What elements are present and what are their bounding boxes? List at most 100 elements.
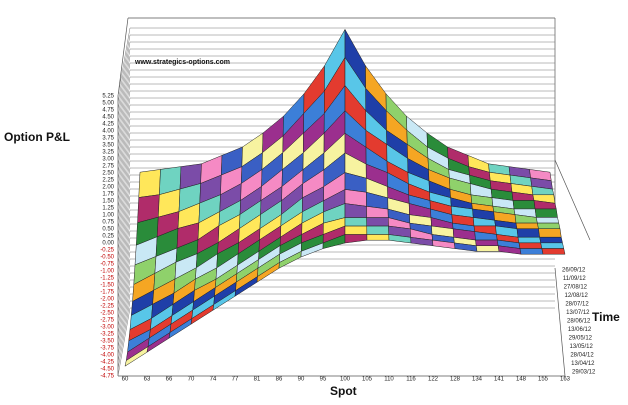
z-tick-label: 29/05/12 xyxy=(569,336,593,342)
surface-cell xyxy=(517,236,542,244)
grid-line xyxy=(117,104,555,174)
wall-edge xyxy=(554,159,591,241)
surface-cell xyxy=(344,217,368,227)
x-tick-label: 60 xyxy=(122,377,129,383)
surface-cell xyxy=(541,248,566,255)
surface-cell xyxy=(534,208,558,218)
surface-cell xyxy=(516,228,540,238)
grid-line xyxy=(117,286,555,356)
y-tick-label: -4.75 xyxy=(100,374,114,380)
y-tick-label: 5.00 xyxy=(102,101,114,107)
y-axis-title: Option P&L xyxy=(4,130,70,144)
grid-line xyxy=(117,34,555,104)
grid-line xyxy=(117,111,555,181)
y-tick-label: -1.75 xyxy=(100,290,114,296)
y-tick-label: 4.00 xyxy=(102,129,114,135)
y-tick-label: 3.75 xyxy=(102,136,114,142)
y-tick-label: 2.75 xyxy=(102,164,114,170)
x-tick-label: 74 xyxy=(210,377,217,383)
y-tick-label: -0.75 xyxy=(100,262,114,268)
y-tick-label: -3.75 xyxy=(100,346,114,352)
x-tick-label: 163 xyxy=(560,377,571,383)
y-tick-label: -1.25 xyxy=(100,276,114,282)
y-tick-label: 0.00 xyxy=(102,241,114,247)
x-tick-label: 66 xyxy=(166,377,173,383)
z-tick-label: 13/06/12 xyxy=(568,327,592,333)
grid-line xyxy=(117,62,555,132)
y-tick-label: 2.25 xyxy=(102,178,114,184)
x-tick-label: 148 xyxy=(516,377,527,383)
z-tick-label: 12/08/12 xyxy=(565,293,589,299)
y-tick-label: 4.75 xyxy=(102,108,114,114)
labels: 5.255.004.754.504.254.003.753.503.253.00… xyxy=(100,94,596,383)
x-tick-label: 86 xyxy=(276,377,283,383)
walls xyxy=(117,17,591,377)
y-tick-label: 2.50 xyxy=(102,171,114,177)
y-tick-label: -0.50 xyxy=(100,255,114,261)
surface-cell xyxy=(475,245,500,252)
x-tick-label: 105 xyxy=(362,377,373,383)
y-tick-label: 1.00 xyxy=(102,213,114,219)
y-tick-label: -2.75 xyxy=(100,318,114,324)
y-tick-label: 4.50 xyxy=(102,115,114,121)
surface-cell xyxy=(512,200,536,210)
z-tick-label: 29/03/12 xyxy=(572,370,596,376)
wall-edge xyxy=(117,17,129,97)
x-tick-label: 95 xyxy=(320,377,327,383)
x-tick-label: 116 xyxy=(406,377,416,383)
y-tick-label: -4.50 xyxy=(100,367,114,373)
x-tick-label: 141 xyxy=(494,377,505,383)
y-tick-label: -2.25 xyxy=(100,304,114,310)
annotation: www.strategics-options.com xyxy=(134,59,230,66)
surface-cell xyxy=(537,222,561,229)
y-tick-label: 2.00 xyxy=(102,185,114,191)
z-tick-label: 27/08/12 xyxy=(564,285,588,291)
x-tick-label: 134 xyxy=(472,377,483,383)
z-tick-label: 28/06/12 xyxy=(567,319,591,325)
grid-line xyxy=(117,76,555,146)
surface-cell xyxy=(519,248,544,255)
grid-line xyxy=(117,251,555,321)
grid-line xyxy=(117,118,555,188)
y-tick-label: 3.50 xyxy=(102,143,114,149)
y-tick-label: 1.25 xyxy=(102,206,114,212)
y-tick-label: 0.75 xyxy=(102,220,114,226)
z-tick-label: 13/04/12 xyxy=(571,361,595,367)
surface-cell xyxy=(366,225,390,235)
z-axis-title: Time xyxy=(592,310,620,324)
grid-line xyxy=(117,258,555,328)
y-tick-label: 1.75 xyxy=(102,192,114,198)
surface-cell xyxy=(539,236,563,244)
y-tick-label: -3.25 xyxy=(100,332,114,338)
surface xyxy=(124,28,566,367)
surface-cell xyxy=(366,234,390,241)
x-tick-label: 90 xyxy=(298,377,305,383)
y-tick-label: -1.00 xyxy=(100,269,114,275)
x-tick-label: 122 xyxy=(428,377,439,383)
z-tick-label: 11/09/12 xyxy=(563,276,587,282)
z-tick-label: 26/09/12 xyxy=(562,268,586,274)
grid-line xyxy=(117,272,555,342)
y-tick-label: -1.50 xyxy=(100,283,114,289)
y-tick-label: -0.25 xyxy=(100,248,114,254)
surface-cell xyxy=(138,169,161,198)
x-tick-label: 128 xyxy=(450,377,461,383)
y-tick-label: 4.25 xyxy=(102,122,114,128)
grid-line xyxy=(117,265,555,335)
y-tick-label: 0.25 xyxy=(102,234,114,240)
y-tick-label: -4.00 xyxy=(100,353,114,359)
grid-line xyxy=(117,97,555,167)
grid-line xyxy=(117,69,555,139)
grid-line xyxy=(117,83,555,153)
y-tick-label: -2.50 xyxy=(100,311,114,317)
y-tick-label: 1.50 xyxy=(102,199,114,205)
grid-line xyxy=(117,279,555,349)
y-tick-label: -4.25 xyxy=(100,360,114,366)
z-tick-label: 13/05/12 xyxy=(570,344,594,350)
grid-line xyxy=(117,307,555,377)
grid-line xyxy=(117,90,555,160)
surface-cell xyxy=(344,225,368,235)
x-tick-label: 155 xyxy=(538,377,549,383)
surface-cell xyxy=(475,239,499,246)
